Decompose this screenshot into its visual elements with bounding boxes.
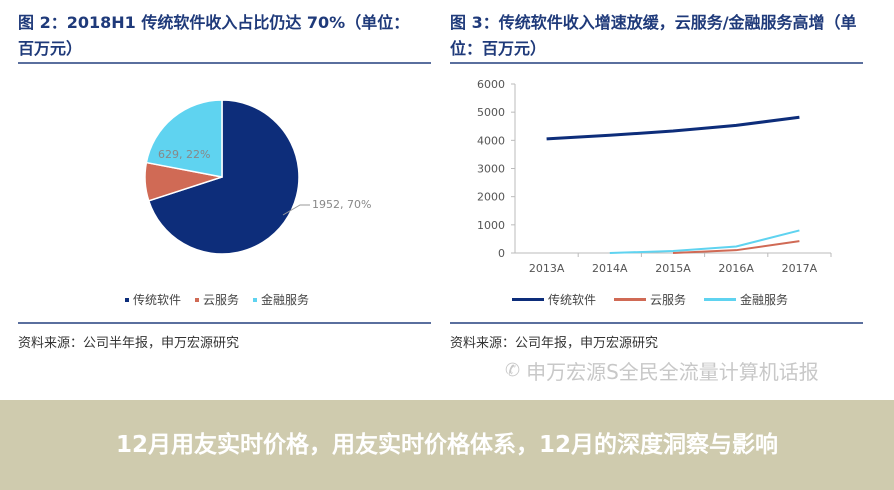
pie-slice [145, 99, 223, 178]
legend-label: 金融服务 [740, 293, 789, 307]
watermark: ✆ 申万宏源S全民全流量计算机话报 [505, 356, 819, 385]
y-tick-label: 6000 [477, 78, 505, 91]
divider [450, 62, 863, 64]
x-tick-label: 2013A [529, 262, 565, 275]
wechat-icon: ✆ [505, 360, 521, 381]
y-tick-label: 0 [498, 247, 505, 260]
line-chart-title: 图 3：传统软件收入增速放缓，云服务/金融服务高增（单位：百万元） [450, 13, 857, 58]
y-tick-label: 2000 [477, 191, 505, 204]
line-source: 资料来源：公司年报，申万宏源研究 [450, 336, 659, 351]
x-tick-label: 2017A [782, 262, 818, 275]
legend-label: 传统软件 [548, 293, 597, 307]
legend-marker-icon [125, 297, 129, 302]
watermark-text: 申万宏源S全民全流量计算机话报 [526, 360, 819, 384]
legend-label: 金融服务 [261, 293, 310, 307]
pie-chart-title: 图 2：2018H1 传统软件收入占比仍达 70%（单位：百万元） [18, 13, 410, 58]
y-tick-label: 5000 [477, 106, 505, 119]
x-tick-label: 2015A [655, 262, 691, 275]
legend-item: 云服务 [195, 291, 239, 308]
y-tick-label: 4000 [477, 134, 505, 147]
legend-line-icon [614, 298, 647, 301]
title-banner: 12月用友实时价格，用友实时价格体系，12月的深度洞察与影响 [0, 400, 894, 490]
legend-item: 传统软件 [512, 291, 596, 308]
series-line [609, 229, 800, 254]
divider [18, 322, 431, 324]
pie-legend: 传统软件 云服务 金融服务 [125, 291, 309, 308]
legend-marker-icon [195, 297, 200, 302]
legend-item: 传统软件 [125, 291, 181, 308]
pie-data-label: 629, 22% [158, 148, 210, 161]
legend-item: 金融服务 [253, 291, 309, 308]
legend-label: 云服务 [650, 293, 687, 307]
pie-leader-line [282, 204, 310, 216]
series-line [672, 240, 800, 254]
pie-chart: 629, 22% 1952, 70% [144, 99, 371, 255]
legend-line-icon [704, 298, 737, 301]
line-legend: 传统软件 云服务 金融服务 [512, 291, 788, 308]
line-chart: 0 1000 2000 3000 4000 5000 6000 2013A 2014A 2015A… [477, 78, 832, 275]
legend-label: 传统软件 [133, 293, 182, 307]
legend-item: 金融服务 [704, 291, 788, 308]
pie-source: 资料来源：公司半年报，申万宏源研究 [18, 336, 240, 351]
divider [18, 62, 431, 64]
x-tick-label: 2014A [592, 262, 628, 275]
pie-data-label: 1952, 70% [312, 198, 371, 211]
overlay-title: 12月用友实时价格，用友实时价格体系，12月的深度洞察与影响 [115, 432, 778, 458]
pie-slice [147, 99, 300, 255]
divider [450, 322, 863, 324]
legend-line-icon [512, 298, 544, 301]
legend-item: 云服务 [614, 291, 686, 308]
legend-label: 云服务 [203, 293, 240, 307]
series-line [546, 115, 800, 141]
y-tick-label: 1000 [477, 219, 505, 232]
x-tick-label: 2016A [718, 262, 754, 275]
y-tick-label: 3000 [477, 163, 505, 176]
legend-marker-icon [253, 297, 258, 302]
